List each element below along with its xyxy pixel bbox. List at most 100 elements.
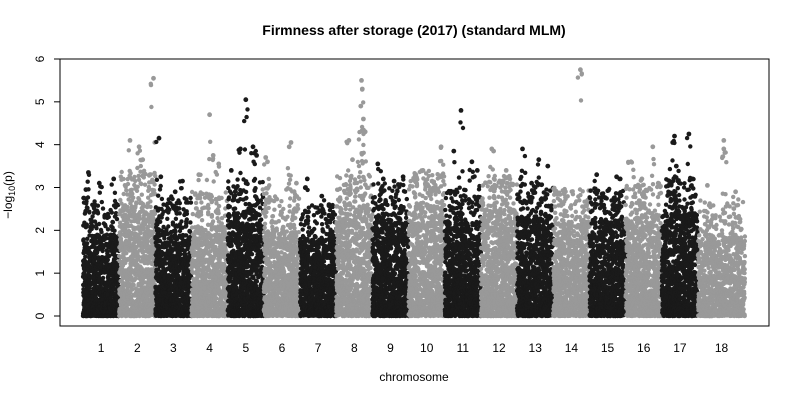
snp-point [178,252,182,256]
snp-point [208,197,212,201]
snp-point [127,174,131,178]
snp-point [87,210,91,214]
snp-point [165,217,169,221]
snp-point [143,183,147,187]
snp-point [153,174,157,178]
snp-point [236,199,240,203]
snp-point [103,213,107,217]
peak-snp-point [157,136,162,141]
snp-point [146,189,150,193]
snp-point [250,252,254,256]
snp-point [161,210,165,214]
snp-point [155,178,159,182]
snp-point [175,224,179,228]
snp-point [154,222,158,226]
snp-point [198,196,202,200]
snp-point [212,179,216,183]
snp-point [245,107,249,111]
snp-point [226,197,230,201]
snp-point [259,217,263,221]
peak-snp-point [158,174,163,179]
snp-point [253,186,257,190]
snp-point [232,207,236,211]
snp-point [145,239,149,243]
snp-point [96,210,100,214]
snp-point [82,200,86,204]
snp-point [160,197,164,201]
snp-point [118,198,122,202]
snp-point [226,204,230,208]
snp-point [237,192,241,196]
snp-point [210,215,214,219]
snp-point [254,211,258,215]
snp-point [170,197,174,201]
snp-point [241,210,245,214]
snp-point [86,195,90,199]
snp-point [90,214,94,218]
snp-point [232,194,236,198]
snp-point [206,212,210,216]
snp-point [92,205,96,209]
snp-point [102,221,106,225]
snp-point [200,206,204,210]
snp-point [219,222,223,226]
snp-point [147,185,151,189]
peak-snp-point [243,97,248,102]
snp-point [237,151,241,155]
snp-point [255,197,259,201]
snp-point [253,162,257,166]
snp-point [173,230,177,234]
snp-point [157,227,161,231]
snp-point [101,276,105,280]
snp-point [244,202,248,206]
snp-point [139,164,143,168]
snp-point [242,119,246,123]
snp-point [134,201,138,205]
snp-point [159,184,163,188]
peak-snp-point [111,177,116,182]
snp-point [149,83,153,87]
snp-point [165,201,169,205]
snp-point [241,177,245,181]
snp-point [255,279,259,283]
snp-point [172,204,176,208]
snp-point [205,178,209,182]
snp-point [188,196,192,200]
snp-point [179,219,183,223]
peak-snp-point [151,76,156,81]
snp-point [181,207,185,211]
snp-point [231,184,235,188]
snp-point [180,226,184,230]
snp-point [146,201,150,205]
peak-snp-point [84,187,89,192]
snp-point [174,217,178,221]
snp-point [154,205,158,209]
snp-point [82,196,86,200]
snp-point [189,200,193,204]
snp-point [85,241,89,245]
snp-point [166,210,170,214]
snp-point [83,209,87,213]
snp-point [126,182,130,186]
snp-point [83,255,87,259]
snp-point [249,151,253,155]
snp-point [238,171,242,175]
snp-point [132,283,136,287]
snp-point [211,219,215,223]
snp-point [153,212,157,216]
snp-point [136,185,140,189]
snp-point [244,115,248,119]
snp-point [217,164,221,168]
snp-point [244,196,248,200]
peak-snp-point [254,153,259,158]
snp-point [82,221,86,225]
snp-point [114,202,118,206]
snp-point [179,186,183,190]
snp-point [120,170,124,174]
snp-point [188,220,192,224]
snp-point [161,202,165,206]
snp-point [196,178,200,182]
snp-point [90,227,94,231]
snp-point [183,196,187,200]
snp-point [226,186,230,190]
